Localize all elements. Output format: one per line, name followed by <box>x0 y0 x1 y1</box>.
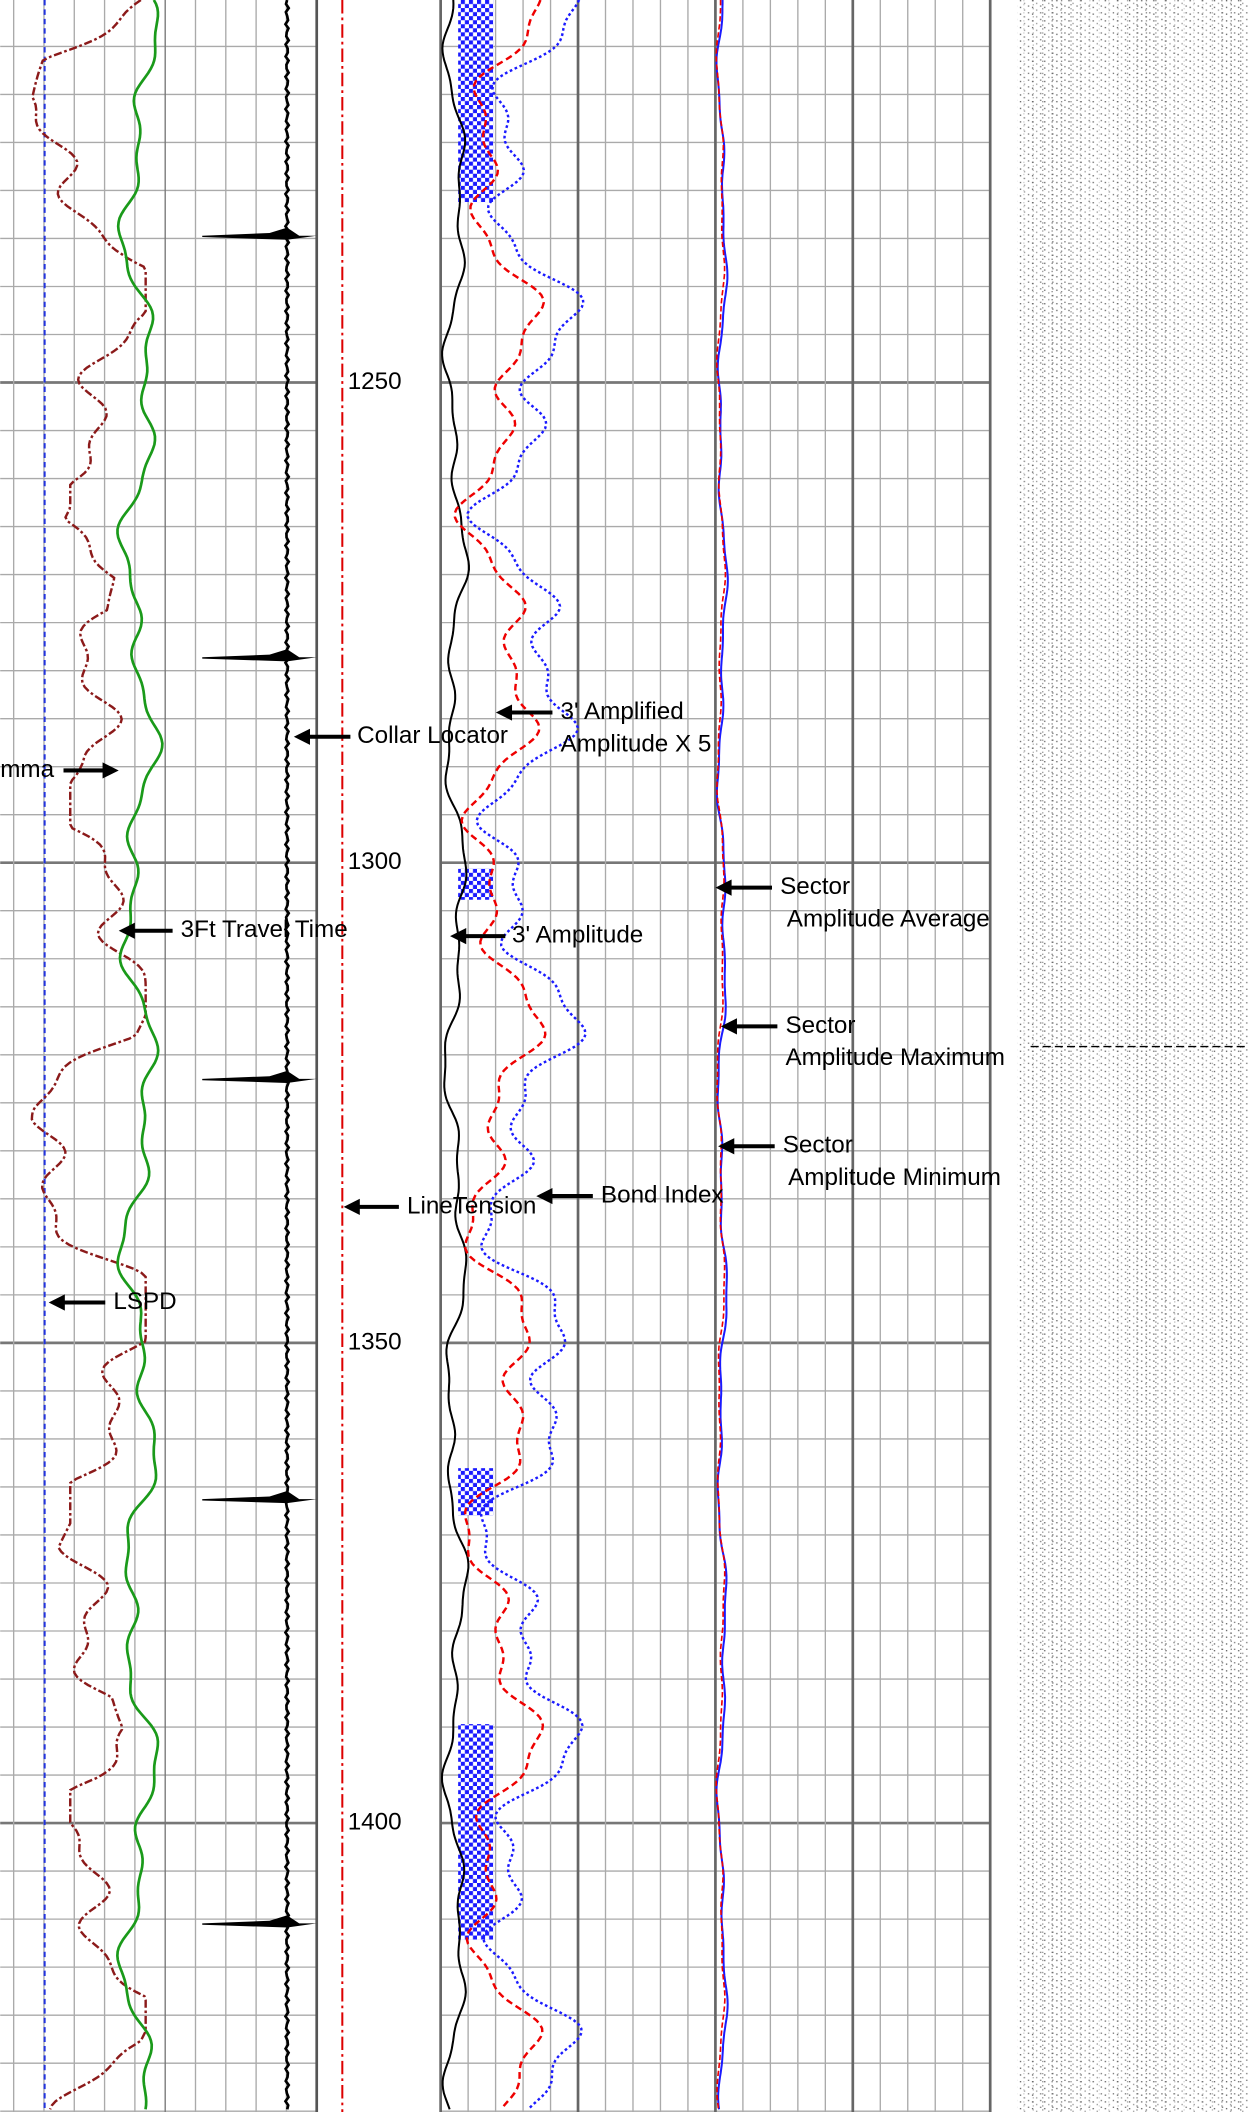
annotation-label: 3' Amplitude <box>512 922 643 949</box>
annotation-label: Sector <box>785 1012 855 1039</box>
collar-spike <box>202 649 317 662</box>
arrow-head <box>495 704 513 721</box>
bond-fill <box>458 1468 494 1516</box>
annotation-label: Sector <box>783 1132 853 1159</box>
arrow-head <box>715 879 732 896</box>
collar-spike <box>202 1070 317 1083</box>
amplitude-curve <box>440 0 470 2110</box>
depth-label: 1350 <box>348 1328 402 1355</box>
amplified-curve <box>453 0 547 2111</box>
sector-max-curve <box>715 0 729 2110</box>
annotation-label: 3Ft Travel Time <box>181 916 348 943</box>
annotation-label: Sector <box>780 873 850 900</box>
annotation-label: LSPD <box>113 1288 176 1315</box>
arrow-head <box>718 1138 735 1155</box>
collar-spike <box>202 1915 317 1928</box>
gamma-curve <box>30 0 147 2110</box>
labels: 1250 1300 1350 1400 3' Amplified Amplitude X … <box>0 368 1005 1836</box>
annotation-label: Amplitude X 5 <box>561 730 712 757</box>
bond-fill <box>458 1724 494 1940</box>
annotation-label: LineTension <box>407 1192 536 1219</box>
depth-label: 1250 <box>348 368 402 395</box>
annotation-label: mma <box>0 756 54 783</box>
arrow-head <box>48 1294 65 1311</box>
depth-label: 1400 <box>348 1808 402 1835</box>
annotation-label: 3' Amplified <box>561 698 684 725</box>
collar-spike <box>202 227 317 240</box>
bond-fill <box>458 0 494 203</box>
annotation-label: Amplitude Minimum <box>788 1164 1001 1191</box>
annotation-label: Amplitude Average <box>787 905 990 932</box>
curves <box>30 0 729 2111</box>
annotation-label: Amplitude Maximum <box>785 1044 1005 1071</box>
arrow-head <box>450 928 467 945</box>
arrow-head <box>720 1018 737 1035</box>
depth-label: 1300 <box>348 848 402 875</box>
travel-time-curve <box>116 0 164 2110</box>
bond-index-curve <box>466 0 587 2111</box>
annotation-label: Collar Locator <box>357 722 508 749</box>
arrow-head <box>293 728 310 745</box>
arrow-head <box>343 1198 360 1215</box>
collar-spike <box>202 1491 317 1504</box>
bond-fill <box>458 868 494 900</box>
sector-avg-curve <box>715 0 727 2110</box>
arrow-head <box>102 762 119 779</box>
vdl-texture <box>1017 0 1249 2112</box>
arrow-head <box>536 1188 553 1205</box>
ccl-curve <box>283 0 291 2110</box>
arrow-head <box>118 922 135 939</box>
annotation-label: Bond Index <box>601 1181 724 1208</box>
